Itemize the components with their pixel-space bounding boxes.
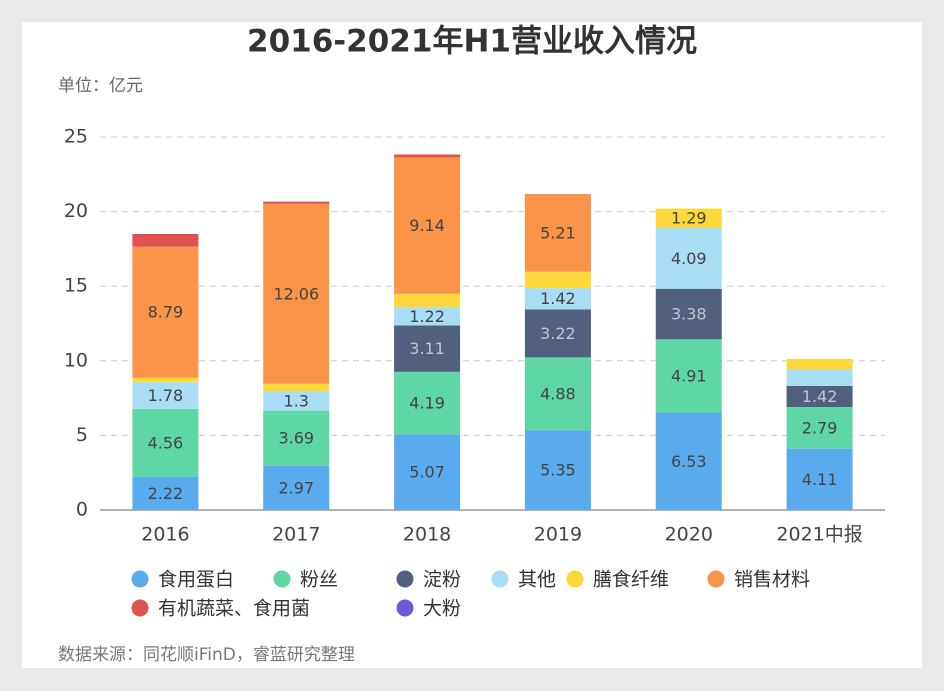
legend-swatch — [396, 599, 414, 617]
data-label: 5.21 — [540, 223, 576, 242]
data-label: 1.22 — [409, 307, 445, 326]
bar-segment — [786, 369, 853, 386]
y-tick-label: 20 — [64, 200, 88, 222]
data-label: 8.79 — [148, 303, 184, 322]
legend-swatch — [273, 570, 291, 588]
data-label: 2.79 — [802, 418, 838, 437]
legend-label: 大粉 — [423, 598, 461, 620]
y-tick-label: 0 — [76, 499, 88, 521]
legend-label: 食用蛋白 — [158, 569, 234, 591]
data-label: 4.91 — [671, 366, 707, 385]
source-note: 数据来源：同花顺iFinD，睿蓝研究整理 — [58, 645, 355, 665]
legend-swatch — [396, 570, 414, 588]
data-label: 4.88 — [540, 384, 576, 403]
x-tick-label: 2019 — [534, 524, 582, 546]
legend-label: 粉丝 — [300, 569, 338, 591]
bar-segment — [786, 407, 853, 449]
bar-segment — [263, 383, 330, 392]
bar-segment — [394, 371, 461, 435]
legend-label: 有机蔬菜、食用菌 — [158, 598, 310, 620]
bar-segment — [132, 408, 199, 477]
legend-swatch — [707, 570, 725, 588]
bar-segment — [786, 359, 853, 370]
y-tick-label: 15 — [64, 275, 88, 297]
data-label: 1.29 — [671, 209, 707, 228]
data-label: 1.78 — [148, 386, 184, 405]
bar-segment — [263, 465, 330, 510]
legend-swatch — [491, 570, 509, 588]
bar-segment — [394, 325, 461, 372]
bar-segment — [263, 391, 330, 411]
bar-segment — [394, 307, 461, 326]
bar-segment — [132, 476, 199, 510]
data-label: 2.97 — [278, 478, 314, 497]
y-tick-label: 25 — [64, 126, 88, 148]
bar-segment — [132, 377, 199, 383]
data-label: 4.56 — [148, 433, 184, 452]
data-label: 1.42 — [540, 289, 576, 308]
data-label: 3.22 — [540, 324, 576, 343]
bar-segment — [655, 227, 722, 289]
bar-segment — [655, 339, 722, 413]
bar-segment — [263, 410, 330, 466]
legend-label: 淀粉 — [423, 569, 461, 591]
legend-swatch — [131, 570, 149, 588]
bar-segment — [524, 288, 591, 310]
bar-segment — [524, 309, 591, 358]
data-label: 9.14 — [409, 216, 445, 235]
data-label: 3.11 — [409, 339, 445, 358]
x-tick-label: 2017 — [272, 524, 320, 546]
bar-segment — [132, 382, 199, 409]
bar-segment — [394, 293, 461, 308]
x-tick-label: 2016 — [141, 524, 189, 546]
bar-segment — [263, 203, 330, 384]
bar-segment — [786, 385, 853, 408]
legend-swatch — [131, 599, 149, 617]
data-label: 6.53 — [671, 452, 707, 471]
bar-segment — [524, 193, 591, 272]
y-tick-label: 10 — [64, 349, 88, 371]
bar-segment — [263, 201, 330, 204]
data-label: 4.19 — [409, 394, 445, 413]
legend-label: 膳食纤维 — [593, 569, 669, 591]
bar-segment — [524, 271, 591, 289]
bar-segment — [655, 208, 722, 228]
data-label: 1.42 — [802, 387, 838, 406]
bar-segment — [132, 246, 199, 378]
chart-title: 2016-2021年H1营业收入情况 — [247, 24, 697, 60]
bar-segment — [524, 430, 591, 510]
data-label: 1.3 — [284, 391, 309, 410]
data-label: 2.22 — [148, 484, 184, 503]
legend-label: 销售材料 — [734, 569, 810, 591]
legend-swatch — [566, 570, 584, 588]
data-label: 5.07 — [409, 463, 445, 482]
y-tick-label: 5 — [76, 424, 88, 446]
bar-segment — [394, 157, 461, 294]
bar-segment — [655, 288, 722, 340]
x-tick-label: 2021中报 — [776, 524, 862, 546]
data-label: 5.35 — [540, 461, 576, 480]
x-tick-label: 2020 — [665, 524, 713, 546]
bar-segment — [524, 357, 591, 431]
legend-label: 其他 — [518, 569, 556, 591]
bar-segment — [394, 434, 461, 510]
data-label: 4.11 — [802, 470, 838, 489]
unit-label: 单位：亿元 — [58, 76, 143, 96]
bar-segment — [394, 154, 461, 158]
bar-segment — [655, 412, 722, 510]
data-label: 3.38 — [671, 305, 707, 324]
data-label: 12.06 — [273, 284, 319, 303]
data-label: 4.09 — [671, 249, 707, 268]
bar-segment — [786, 448, 853, 510]
x-tick-label: 2018 — [403, 524, 451, 546]
bar-segment — [132, 233, 199, 247]
data-label: 3.69 — [278, 429, 314, 448]
